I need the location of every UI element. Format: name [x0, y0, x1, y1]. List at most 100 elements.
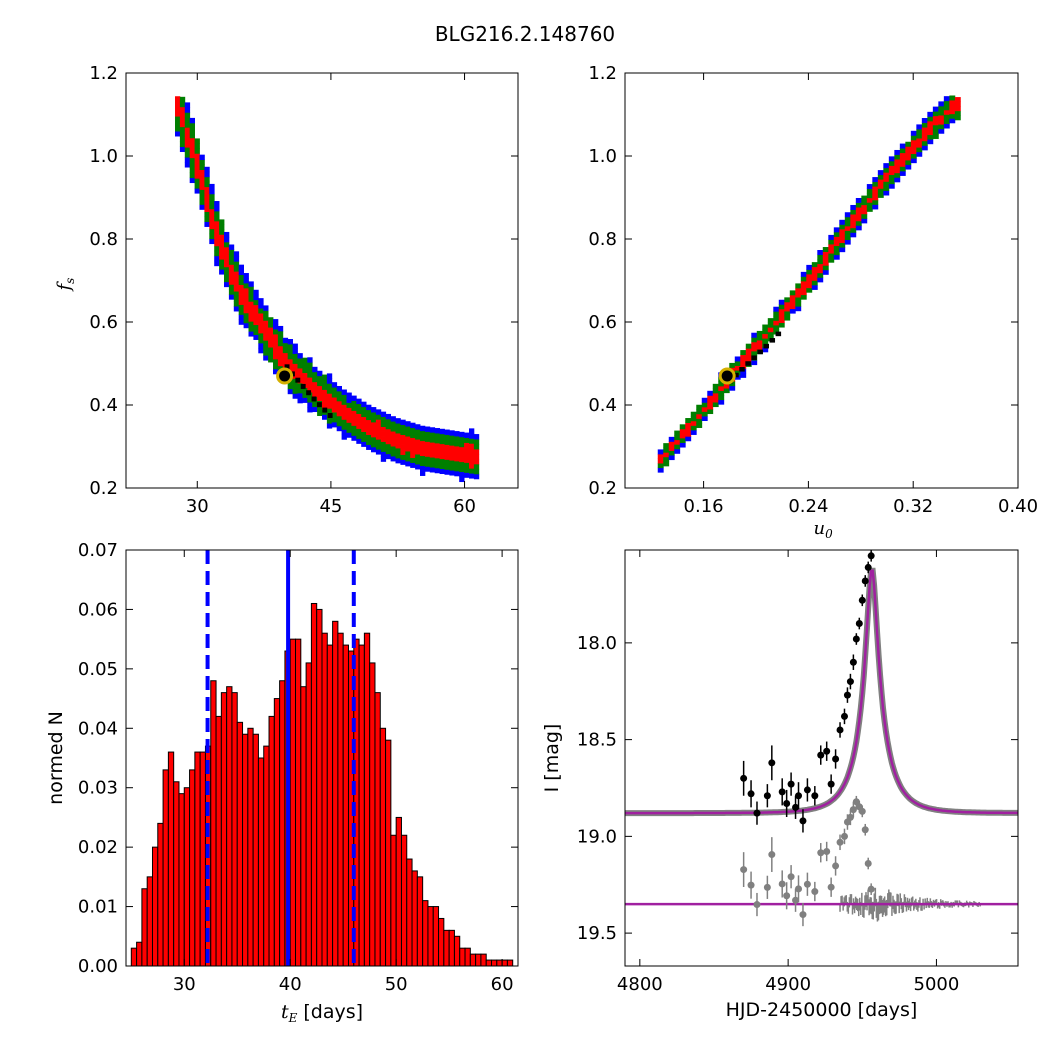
cell-2sigma [302, 357, 308, 364]
cell-1sigma [238, 294, 244, 300]
cell-3sigma [287, 388, 293, 395]
histogram-bars [130, 602, 514, 967]
cell-3sigma [690, 429, 697, 435]
cell-1sigma [268, 327, 274, 333]
cell-1sigma [258, 313, 264, 319]
cell-2sigma [273, 358, 279, 365]
cell-1sigma [707, 399, 714, 405]
cell-3sigma [385, 413, 391, 420]
cell-3sigma [932, 106, 939, 112]
cell-1sigma [346, 412, 352, 418]
cell-1sigma [385, 428, 391, 435]
cell-2sigma [444, 439, 450, 445]
residual-point [836, 838, 844, 846]
cell-3sigma [789, 308, 796, 314]
cell-2sigma [204, 176, 210, 183]
cell-1sigma [469, 453, 475, 459]
residual-point [787, 873, 795, 881]
residual-points [740, 795, 875, 927]
residual-point [783, 892, 791, 900]
cell-2sigma [322, 379, 328, 385]
data-point [795, 792, 803, 800]
cell-3sigma [424, 426, 431, 432]
cell-best-chain [300, 383, 306, 389]
cell-3sigma [921, 118, 928, 123]
cell-1sigma [312, 386, 318, 393]
cell-2sigma [773, 315, 780, 321]
cell-2sigma [850, 227, 857, 233]
cell-1sigma [179, 111, 186, 118]
cell-2sigma [277, 330, 284, 337]
cell-2sigma [380, 441, 387, 447]
cell-3sigma [356, 398, 362, 405]
cell-2sigma [415, 429, 421, 435]
cell-2sigma [473, 463, 480, 470]
cell-2sigma [866, 188, 873, 194]
cell-2sigma [872, 199, 879, 205]
cell-1sigma [921, 131, 928, 137]
cell-1sigma [219, 249, 225, 255]
cell-1sigma [243, 292, 249, 299]
cell-1sigma [307, 382, 313, 388]
cell-3sigma [855, 197, 862, 203]
cell-2sigma [326, 383, 333, 389]
cell-2sigma [194, 143, 200, 149]
y-tick-label: 0.03 [78, 778, 118, 799]
cell-1sigma [459, 451, 465, 458]
cell-1sigma [938, 115, 945, 121]
cell-2sigma [439, 438, 445, 445]
cell-1sigma [228, 269, 235, 275]
cell-2sigma [273, 363, 279, 370]
hist-bar [464, 947, 471, 967]
cell-3sigma [877, 170, 884, 176]
cell-2sigma [302, 362, 308, 369]
cell-2sigma [351, 400, 357, 406]
cell-1sigma [224, 256, 230, 263]
cell-1sigma [351, 410, 357, 416]
cell-1sigma [872, 190, 879, 196]
hist-bar [448, 929, 455, 967]
cell-1sigma [194, 168, 200, 174]
cell-2sigma [938, 110, 945, 116]
cell-2sigma [773, 311, 780, 317]
cell-2sigma [833, 231, 840, 237]
x-tick-label: 50 [385, 974, 408, 995]
cell-2sigma [204, 211, 210, 217]
cell-1sigma [248, 306, 254, 312]
cell-1sigma [390, 436, 396, 442]
cell-1sigma [778, 313, 785, 319]
cell-2sigma [184, 112, 191, 118]
panel-1-axes: 0.16 0.24 0.32 0.40 0.2 0.4 0.6 0.8 1.0 1.2 [588, 63, 1038, 517]
cell-1sigma [751, 341, 758, 347]
cell-1sigma [238, 299, 244, 305]
cell-2sigma [273, 329, 279, 335]
cell-1sigma [199, 179, 205, 185]
cell-1sigma [424, 441, 431, 447]
figure-title: BLG216.2.148760 [434, 22, 616, 46]
cell-2sigma [718, 390, 725, 396]
x-tick-label: 0.16 [684, 496, 724, 517]
cell-1sigma [209, 213, 215, 220]
cell-2sigma [439, 463, 445, 470]
cell-2sigma [317, 380, 323, 387]
cell-2sigma [400, 424, 406, 431]
cell-1sigma [916, 142, 923, 148]
cell-2sigma [668, 450, 675, 456]
data-point [778, 788, 786, 796]
cell-1sigma [292, 373, 298, 379]
cell-3sigma [449, 470, 455, 476]
cell-1sigma [459, 456, 465, 463]
hist-bar [247, 727, 254, 967]
residual-point [792, 896, 800, 904]
cell-2sigma [282, 347, 289, 354]
cell-1sigma [800, 285, 807, 291]
cell-3sigma [927, 139, 934, 145]
cell-1sigma [949, 109, 956, 115]
cell-2sigma [927, 116, 934, 122]
cell-2sigma [371, 441, 377, 448]
cell-1sigma [405, 446, 411, 452]
hist-bar [501, 959, 508, 967]
cell-1sigma [861, 204, 868, 210]
cell-1sigma [263, 330, 269, 336]
cell-2sigma [473, 444, 480, 450]
